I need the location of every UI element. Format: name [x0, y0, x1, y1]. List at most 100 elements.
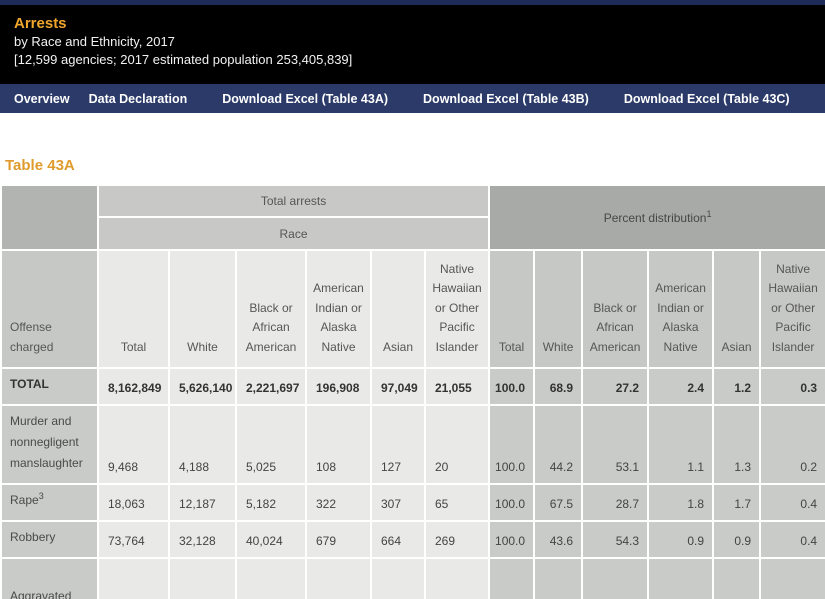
percent-cell: 53.1 [581, 404, 650, 485]
coverage-note: [12,599 agencies; 2017 estimated populat… [14, 52, 353, 67]
count-cell: 5,182 [235, 483, 307, 522]
count-cell: 4,881 [370, 557, 426, 599]
page-subtitle: by Race and Ethnicity, 2017 [14, 34, 175, 49]
count-cell: 127 [370, 404, 426, 485]
group-header-race: Race [96, 216, 491, 251]
column-header-offense-charged: Offense charged [0, 249, 99, 369]
percent-cell: 67.5 [533, 483, 584, 522]
race-label: Race [279, 226, 308, 241]
percent-cell: 68.9 [533, 367, 584, 406]
count-cell: 5,626,140 [168, 367, 237, 406]
percent-cell: 43.6 [533, 520, 584, 559]
table-row: TOTAL 8,162,849 5,626,140 2,221,697 196,908 9… [0, 367, 825, 406]
count-cell: 2,221,697 [235, 367, 307, 406]
total-arrests-label: Total arrests [260, 194, 327, 208]
nav-download-excel-43a[interactable]: Download Excel (Table 43A) [222, 91, 389, 106]
count-cell: 18,063 [97, 483, 170, 522]
count-cell: 307 [370, 483, 426, 522]
percent-cell: 62.1 [533, 557, 584, 599]
count-cell: 929 [423, 557, 491, 599]
table-body: TOTAL 8,162,849 5,626,140 2,221,697 196,908 9… [0, 367, 825, 599]
percent-cell: 0.2 [759, 404, 825, 485]
count-cell: 97,049 [370, 367, 426, 406]
percent-cell: 1.3 [712, 404, 762, 485]
column-header-pct-native-hawaiian: Native Hawaiian or Other Pacific Islande… [759, 249, 825, 369]
count-cell: 108 [305, 404, 372, 485]
count-cell: 101,513 [235, 557, 307, 599]
percent-cell: 0.4 [759, 483, 825, 522]
count-cell: 8,162,849 [97, 367, 170, 406]
count-cell: 32,128 [168, 520, 237, 559]
percent-cell: 2.5 [647, 557, 715, 599]
percent-cell: 0.3 [759, 557, 825, 599]
column-header-pct-white: White [533, 249, 584, 369]
count-cell: 9,468 [97, 404, 170, 485]
percent-cell: 0.4 [759, 520, 825, 559]
percent-cell: 54.3 [581, 520, 650, 559]
count-cell: 7,531 [305, 557, 372, 599]
percent-cell: 28.7 [581, 483, 650, 522]
percent-cell: 1.8 [647, 483, 715, 522]
table-row: Rape3 18,063 12,187 5,182 322 307 65 100.0 67.5 2… [0, 483, 825, 522]
column-header-american-indian: American Indian or Alaska Native [305, 249, 372, 369]
column-header-pct-total: Total [488, 249, 536, 369]
count-cell: 322 [305, 483, 372, 522]
count-cell: 302,941 [97, 557, 170, 599]
top-border-strip [0, 0, 825, 5]
nav-download-excel-43b[interactable]: Download Excel (Table 43B) [423, 91, 589, 106]
percent-cell: 0.3 [759, 367, 825, 406]
percent-cell: 33.5 [581, 557, 650, 599]
offense-cell: Aggravated assault [0, 557, 99, 599]
percent-cell: 1.6 [712, 557, 762, 599]
percent-cell: 0.9 [647, 520, 715, 559]
nav-overview[interactable]: Overview [14, 91, 70, 106]
offense-cell: Murder and nonnegligent manslaughter [0, 404, 99, 485]
percent-distribution-footnote: 1 [706, 208, 712, 219]
percent-cell: 2.4 [647, 367, 715, 406]
column-header-total: Total [97, 249, 170, 369]
navbar: Overview Data Declaration Download Excel… [0, 84, 825, 113]
group-header-total-arrests: Total arrests [96, 184, 491, 218]
count-cell: 65 [423, 483, 491, 522]
nav-download-excel-43c[interactable]: Download Excel (Table 43C) [623, 91, 790, 106]
count-cell: 196,908 [305, 367, 372, 406]
table-title: Table 43A [5, 157, 75, 174]
offense-footnote: 3 [38, 491, 44, 501]
percent-cell: 1.1 [647, 404, 715, 485]
column-header-pct-asian: Asian [712, 249, 762, 369]
percent-cell: 27.2 [581, 367, 650, 406]
percent-cell: 100.0 [488, 557, 536, 599]
nav-data-declaration[interactable]: Data Declaration [88, 91, 188, 106]
corner-cell [0, 184, 99, 251]
page-title: Arrests [14, 15, 67, 32]
percent-cell: 100.0 [488, 520, 536, 559]
count-cell: 4,188 [168, 404, 237, 485]
column-header-pct-american-indian: American Indian or Alaska Native [647, 249, 715, 369]
percent-cell: 1.2 [712, 367, 762, 406]
column-header-native-hawaiian: Native Hawaiian or Other Pacific Islande… [423, 249, 491, 369]
percent-cell: 100.0 [488, 367, 536, 406]
count-cell: 20 [423, 404, 491, 485]
percent-cell: 44.2 [533, 404, 584, 485]
column-header-pct-black: Black or African American [581, 249, 650, 369]
offense-cell: Robbery [0, 520, 99, 559]
offense-cell: TOTAL [0, 367, 99, 406]
column-header-asian: Asian [370, 249, 426, 369]
column-header-black: Black or African American [235, 249, 307, 369]
percent-cell: 100.0 [488, 483, 536, 522]
count-cell: 73,764 [97, 520, 170, 559]
count-cell: 12,187 [168, 483, 237, 522]
table-row: Robbery 73,764 32,128 40,024 679 664 269 100.0 4… [0, 520, 825, 559]
count-cell: 269 [423, 520, 491, 559]
table-row: Aggravated assault302,941188,087101,5137… [0, 557, 825, 599]
count-cell: 5,025 [235, 404, 307, 485]
table-row: Murder and nonnegligent manslaughter 9,46… [0, 404, 825, 485]
percent-cell: 100.0 [488, 404, 536, 485]
count-cell: 664 [370, 520, 426, 559]
offense-cell: Rape3 [0, 483, 99, 522]
count-cell: 40,024 [235, 520, 307, 559]
count-cell: 21,055 [423, 367, 491, 406]
count-cell: 679 [305, 520, 372, 559]
percent-cell: 1.7 [712, 483, 762, 522]
group-header-percent-distribution: Percent distribution1 [488, 184, 825, 251]
